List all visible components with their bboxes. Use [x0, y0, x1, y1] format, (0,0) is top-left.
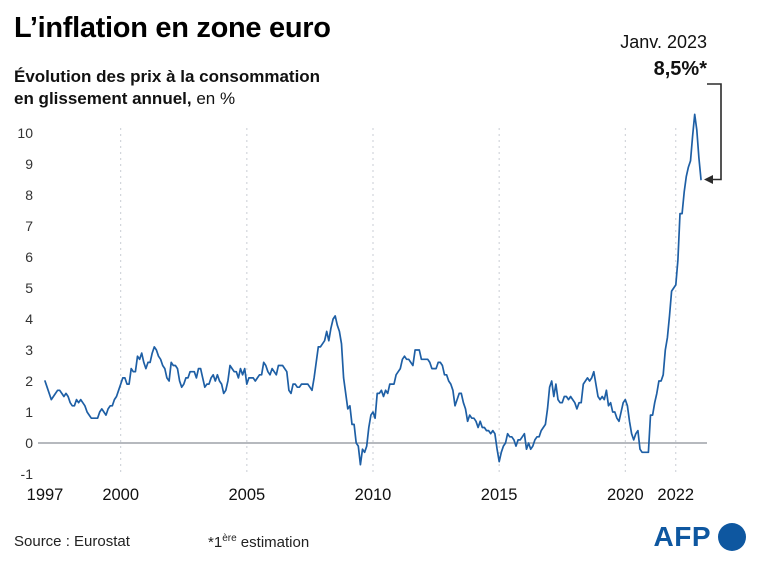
- source-label: Source : Eurostat: [14, 533, 130, 550]
- latest-value-annotation: Janv. 2023 8,5%*: [620, 32, 707, 81]
- subtitle-line2: en glissement annuel, en %: [14, 89, 236, 109]
- estimation-footnote: *1ère estimation: [208, 533, 310, 551]
- svg-text:1997: 1997: [27, 486, 64, 504]
- afp-logo-text: AFP: [653, 521, 711, 552]
- svg-text:1: 1: [25, 404, 33, 420]
- annotation-value: 8,5%*: [653, 58, 707, 80]
- svg-text:6: 6: [25, 249, 33, 265]
- svg-text:2000: 2000: [102, 486, 139, 504]
- svg-text:3: 3: [25, 342, 33, 358]
- svg-text:8: 8: [25, 187, 33, 203]
- afp-logo: AFP: [653, 521, 746, 553]
- afp-logo-circle-icon: [718, 523, 746, 551]
- svg-text:4: 4: [25, 311, 33, 327]
- svg-text:9: 9: [25, 156, 33, 172]
- annotation-date: Janv. 2023: [620, 32, 707, 52]
- svg-text:2022: 2022: [657, 486, 694, 504]
- subtitle-line1: Évolution des prix à la consommation: [14, 67, 321, 86]
- chart-subtitle: Évolution des prix à la consommation en …: [14, 66, 320, 111]
- svg-text:2020: 2020: [607, 486, 644, 504]
- page-title: L’inflation en zone euro: [14, 12, 331, 44]
- svg-text:2005: 2005: [228, 486, 265, 504]
- svg-text:-1: -1: [21, 466, 34, 482]
- svg-text:0: 0: [25, 435, 33, 451]
- svg-text:5: 5: [25, 280, 33, 296]
- svg-text:10: 10: [17, 125, 33, 141]
- svg-text:2015: 2015: [481, 486, 518, 504]
- svg-text:7: 7: [25, 218, 33, 234]
- svg-text:2010: 2010: [355, 486, 392, 504]
- svg-text:2: 2: [25, 373, 33, 389]
